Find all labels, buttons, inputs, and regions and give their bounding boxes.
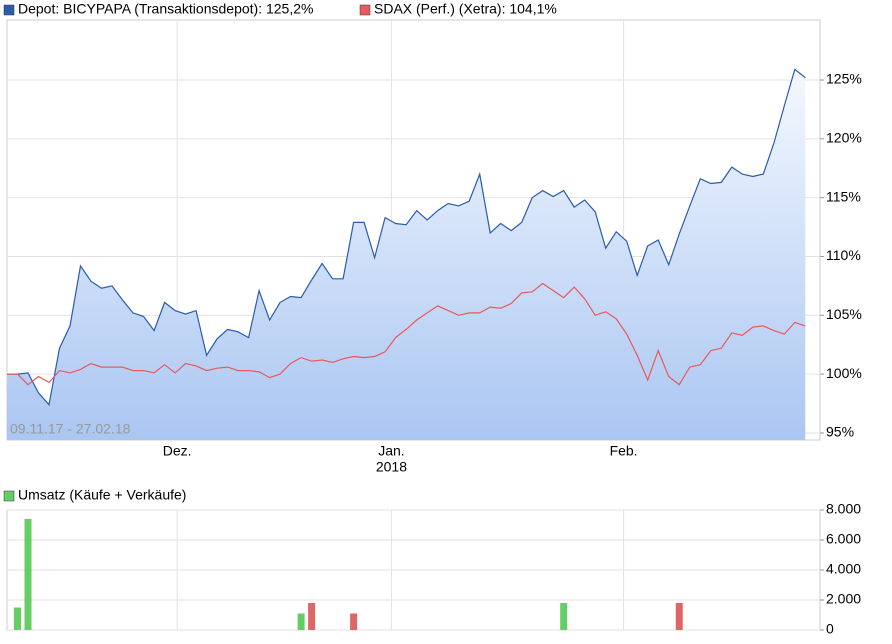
y-tick-label: 95% [826,424,854,440]
volume-bar [308,603,316,630]
legend-swatch [3,4,15,16]
y-tick-label: 110% [826,247,861,263]
volume-bar [297,613,305,630]
volume-bar [350,613,358,630]
y-tick-label: 0 [826,621,834,637]
y-tick-label: 115% [826,188,861,204]
volume-bar [14,607,22,630]
y-tick-label: 120% [826,130,862,146]
y-tick-label: 6.000 [826,531,861,547]
y-tick-label: 100% [826,365,862,381]
year-label: 2018 [376,459,407,475]
legend-label: SDAX (Perf.) (Xetra): 104,1% [374,1,557,17]
x-tick-label: Jan. [378,443,404,459]
series-line [7,282,806,386]
volume-bar [24,519,32,630]
y-tick-label: 105% [826,306,862,322]
legend-label: Umsatz (Käufe + Verkäufe) [18,487,186,503]
y-tick-label: 8.000 [826,501,861,517]
y-tick-label: 125% [826,71,862,87]
area-fill [7,69,806,440]
legend-label: Depot: BICYPAPA (Transaktionsdepot): 125… [18,1,313,17]
volume-bar [675,603,683,630]
volume-bar [560,603,568,630]
y-tick-label: 2.000 [826,591,861,607]
y-tick-label: 4.000 [826,561,861,577]
x-tick-label: Dez. [163,443,192,459]
legend-swatch [3,490,15,502]
x-tick-label: Feb. [610,443,638,459]
legend-swatch [359,4,371,16]
series-line [7,68,806,407]
date-range: 09.11.17 - 27.02.18 [10,421,131,437]
